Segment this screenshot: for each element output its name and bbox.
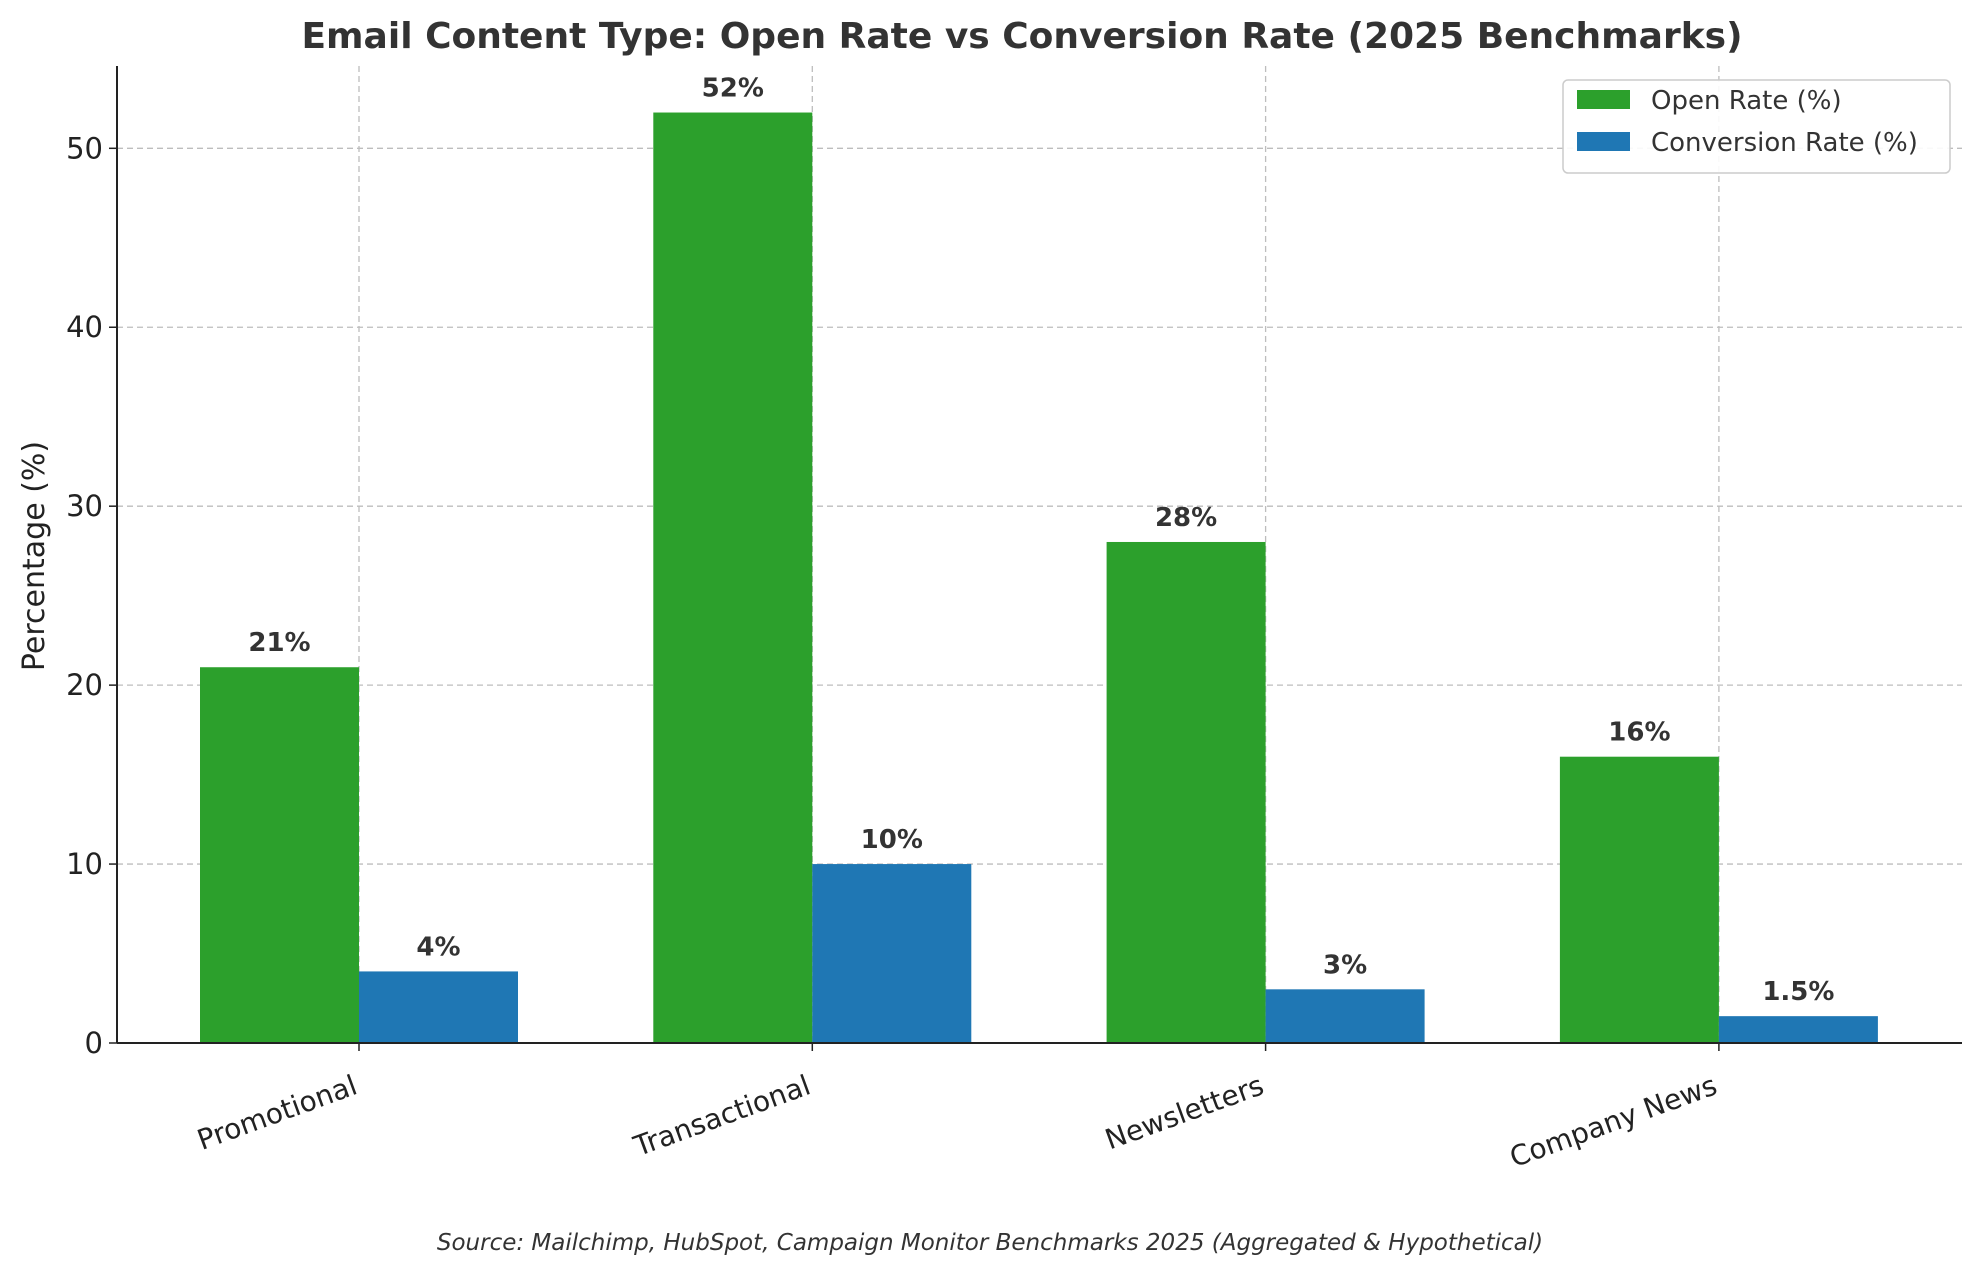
conversion-rate-data-label: 1.5% [1762,977,1834,1007]
legend: Open Rate (%) Conversion Rate (%) [1562,79,1951,174]
conversion-rate-bar [1718,1016,1878,1043]
conversion-rate-data-label: 4% [416,932,460,962]
conversion-rate-bar [359,971,518,1043]
legend-swatch [1577,132,1630,151]
conversion-rate-bar [812,864,972,1043]
bars-layer [200,112,1878,1044]
source-note: Source: Mailchimp, HubSpot, Campaign Mon… [437,1230,1543,1256]
category-label: Company News [1505,1069,1721,1174]
labels-layer: 21% 4% 52% 10% 28% 3% 16% 1.5% [248,74,1834,1008]
y-tick-label: 50 [66,131,103,165]
open-rate-bar [1559,756,1719,1043]
y-tick-label: 0 [85,1026,103,1060]
y-tick-label: 40 [66,310,103,344]
y-tick-label: 10 [66,847,103,881]
y-tick-label: 20 [66,668,103,702]
y-axis-title: Percentage (%) [17,441,52,671]
category-label: Newsletters [1101,1069,1268,1157]
open-rate-data-label: 16% [1608,718,1670,748]
open-rate-data-label: 28% [1155,503,1217,533]
category-label: Promotional [193,1069,362,1157]
open-rate-bar [200,667,359,1043]
legend-swatch [1577,90,1630,109]
legend-box [1562,79,1951,174]
chart-title: Email Content Type: Open Rate vs Convers… [301,16,1742,57]
conversion-rate-data-label: 10% [861,825,923,855]
conversion-rate-bar [1265,989,1425,1043]
open-rate-bar [1106,541,1266,1043]
category-label: Transactional [629,1069,815,1164]
open-rate-data-label: 21% [248,628,310,658]
legend-label: Conversion Rate (%) [1651,128,1918,158]
open-rate-bar [653,112,813,1044]
open-rate-data-label: 52% [702,74,764,104]
y-tick-label: 30 [66,489,103,523]
legend-label: Open Rate (%) [1651,86,1842,116]
conversion-rate-data-label: 3% [1323,950,1367,980]
